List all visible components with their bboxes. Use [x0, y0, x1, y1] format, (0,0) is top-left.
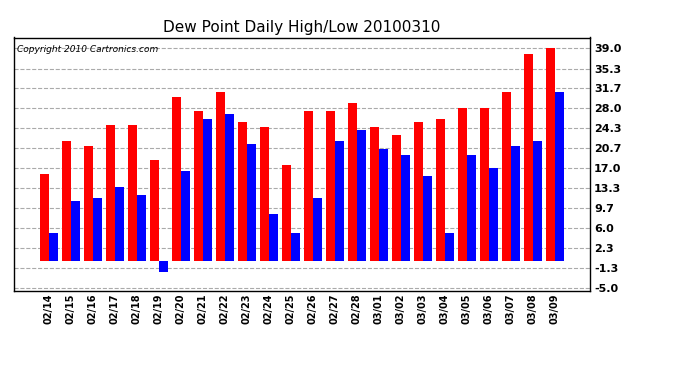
Bar — [414, 122, 423, 261]
Bar — [480, 108, 489, 261]
Bar — [555, 92, 564, 261]
Bar — [502, 92, 511, 261]
Bar — [71, 201, 79, 261]
Bar — [137, 195, 146, 261]
Bar — [84, 146, 93, 261]
Bar — [181, 171, 190, 261]
Bar — [115, 187, 124, 261]
Bar — [467, 154, 475, 261]
Bar — [304, 111, 313, 261]
Bar — [357, 130, 366, 261]
Bar — [269, 214, 277, 261]
Bar — [291, 234, 299, 261]
Bar — [203, 119, 212, 261]
Bar — [335, 141, 344, 261]
Bar — [247, 144, 256, 261]
Bar — [194, 111, 203, 261]
Bar — [533, 141, 542, 261]
Bar — [150, 160, 159, 261]
Bar — [260, 128, 269, 261]
Bar — [93, 198, 101, 261]
Bar — [326, 111, 335, 261]
Bar — [282, 165, 291, 261]
Bar — [313, 198, 322, 261]
Title: Dew Point Daily High/Low 20100310: Dew Point Daily High/Low 20100310 — [164, 20, 440, 35]
Bar — [370, 128, 379, 261]
Bar — [225, 114, 234, 261]
Bar — [106, 124, 115, 261]
Bar — [216, 92, 225, 261]
Bar — [489, 168, 497, 261]
Bar — [49, 234, 57, 261]
Bar — [392, 135, 401, 261]
Bar — [458, 108, 467, 261]
Bar — [546, 48, 555, 261]
Bar — [159, 261, 168, 272]
Bar — [62, 141, 71, 261]
Bar — [379, 149, 388, 261]
Bar — [524, 54, 533, 261]
Bar — [511, 146, 520, 261]
Bar — [128, 124, 137, 261]
Bar — [445, 234, 454, 261]
Bar — [436, 119, 445, 261]
Bar — [401, 154, 410, 261]
Bar — [238, 122, 247, 261]
Bar — [40, 174, 49, 261]
Bar — [172, 98, 181, 261]
Bar — [423, 176, 432, 261]
Bar — [348, 103, 357, 261]
Text: Copyright 2010 Cartronics.com: Copyright 2010 Cartronics.com — [17, 45, 158, 54]
